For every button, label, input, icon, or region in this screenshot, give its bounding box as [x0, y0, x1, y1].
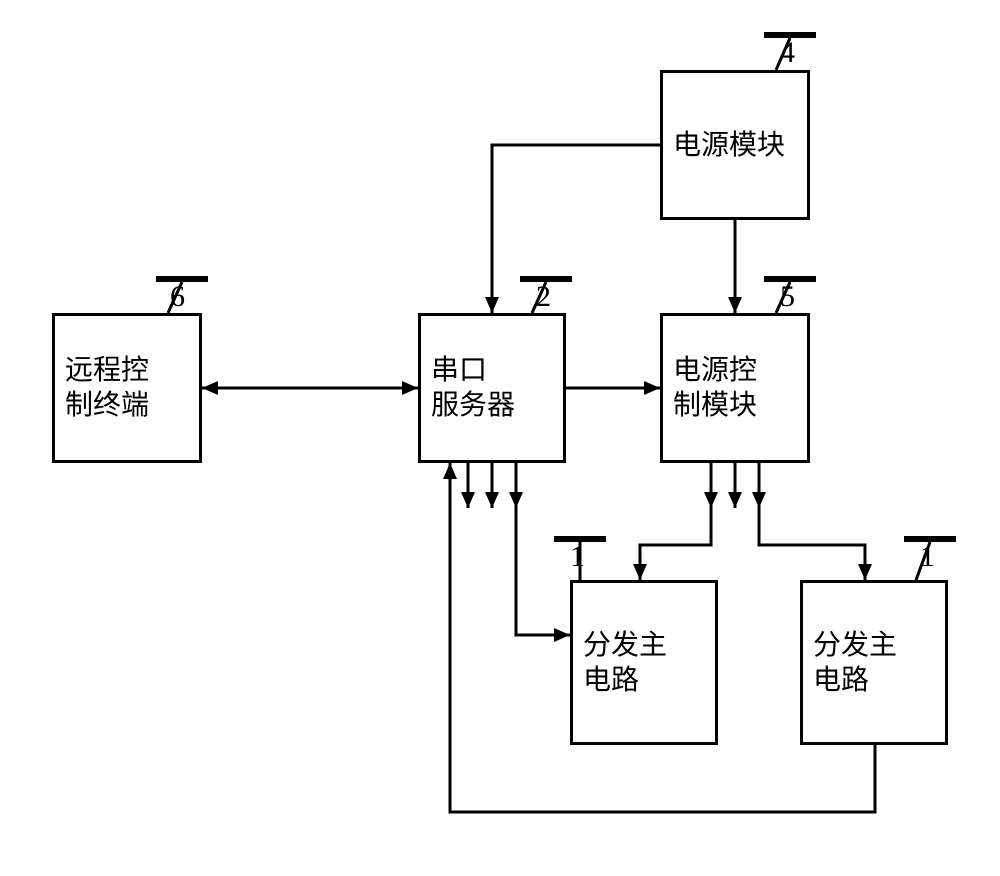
node-label-line1: 电源模块	[673, 128, 785, 163]
tag-4: 4	[780, 36, 795, 70]
tag-1-right: 1	[920, 540, 935, 574]
node-power-control-module: 电源控 制模块	[660, 313, 810, 463]
tag-bar-1-right	[904, 536, 956, 542]
tag-bar-4	[764, 32, 816, 38]
node-power-module: 电源模块	[660, 70, 810, 220]
node-label-line2: 电路	[813, 663, 869, 698]
diagram-canvas: 远程控 制终端 串口 服务器 电源模块 电源控 制模块 分发主 电路 分发主 电…	[0, 0, 1000, 876]
node-label-line1: 分发主	[583, 628, 667, 663]
node-label-line1: 电源控	[673, 353, 757, 388]
node-label-line2: 制模块	[673, 388, 757, 423]
node-label-line2: 电路	[583, 663, 639, 698]
tag-6: 6	[170, 280, 185, 314]
node-label-line1: 远程控	[65, 353, 149, 388]
node-label-line2: 制终端	[65, 388, 149, 423]
tag-bar-5	[764, 276, 816, 282]
node-distribution-main-circuit-2: 分发主 电路	[800, 580, 948, 745]
tag-bar-6	[156, 276, 208, 282]
tag-5: 5	[780, 280, 795, 314]
node-label-line1: 分发主	[813, 628, 897, 663]
tag-1-left: 1	[570, 540, 585, 574]
node-serial-server: 串口 服务器	[418, 313, 566, 463]
tag-bar-2	[520, 276, 572, 282]
node-distribution-main-circuit-1: 分发主 电路	[570, 580, 718, 745]
node-remote-control-terminal: 远程控 制终端	[52, 313, 202, 463]
tag-bar-1-left	[554, 536, 606, 542]
tag-2: 2	[536, 280, 551, 314]
node-label-line2: 服务器	[431, 388, 515, 423]
node-label-line1: 串口	[431, 353, 487, 388]
